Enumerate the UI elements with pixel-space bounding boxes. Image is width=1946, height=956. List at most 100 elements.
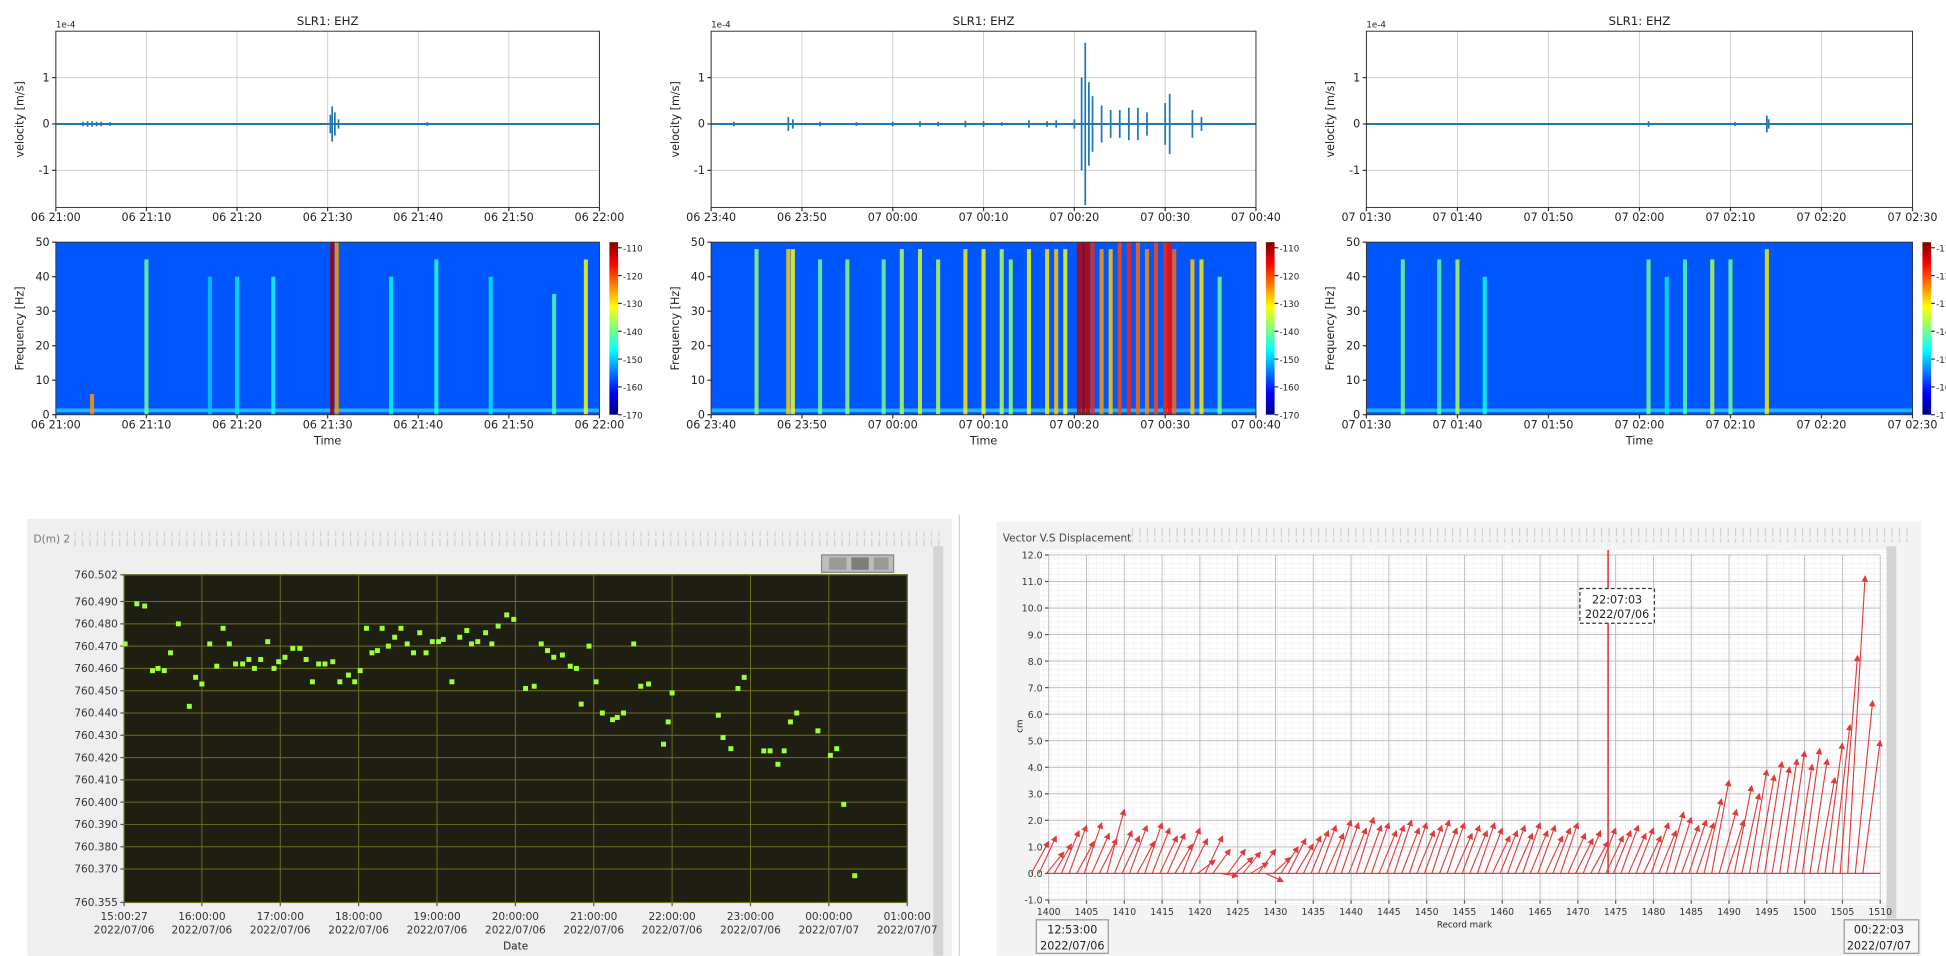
- range-end-date: 2022/07/07: [1847, 940, 1911, 953]
- y-tick-label: 0: [698, 118, 705, 131]
- vector-arrow: [1446, 821, 1466, 874]
- point: [199, 681, 205, 687]
- x-tick-label: 06 23:40: [686, 211, 736, 224]
- point: [815, 728, 821, 734]
- x-tick-label: 07 00:40: [1231, 211, 1281, 224]
- vector-arrow: [1650, 821, 1670, 874]
- spectrogram-streak: [1076, 242, 1081, 415]
- vector-arrow: [1703, 798, 1724, 874]
- vector-arrow: [1794, 763, 1815, 874]
- spectrogram-streak: [389, 276, 394, 415]
- x-tick-label: 06 21:10: [121, 418, 171, 431]
- x-tick-label: 07 02:30: [1888, 418, 1938, 431]
- vector-arrow: [1159, 835, 1178, 874]
- x-tick-label: 1445: [1377, 907, 1401, 918]
- vector-arrow: [1136, 840, 1156, 874]
- spectrogram-background: [1366, 242, 1913, 415]
- vector-arrow: [1658, 829, 1678, 874]
- x-tick-label: 07 02:30: [1888, 211, 1938, 224]
- vector-arrow: [1801, 747, 1823, 874]
- vector-arrow: [1741, 792, 1762, 874]
- y-tick-label: 9.0: [1028, 630, 1043, 641]
- spectrogram-streak: [1126, 242, 1131, 415]
- y-tick-label: 5.0: [1028, 736, 1043, 747]
- point: [511, 616, 517, 622]
- spectrogram-streak: [1482, 276, 1487, 415]
- vector-arrow: [1597, 827, 1617, 874]
- vector-arrow: [1318, 824, 1338, 874]
- vector-arrow: [1280, 845, 1299, 874]
- vector-arrow: [1680, 824, 1701, 874]
- colorbar-tick-label: -150: [623, 356, 643, 366]
- x-tick-label: 01:00:00: [884, 911, 931, 923]
- x-tick-date: 2022/07/06: [172, 924, 233, 936]
- point: [661, 741, 666, 747]
- point: [186, 703, 192, 709]
- y-tick-label: 20: [35, 339, 49, 352]
- point: [559, 652, 565, 658]
- y-tick-label: -1.0: [1024, 896, 1042, 907]
- ruler: [1129, 527, 1912, 543]
- vector-arrow: [1038, 835, 1057, 874]
- vector-arrow: [1454, 832, 1473, 874]
- vector-arrow: [1129, 824, 1149, 874]
- vector-arrow: [1242, 851, 1262, 874]
- x-tick-label: 1455: [1453, 907, 1477, 918]
- spectrogram-streak: [899, 249, 904, 415]
- spectrogram-streak: [754, 249, 759, 415]
- x-tick-label: 07 00:40: [1231, 418, 1281, 431]
- scrollbar: [933, 546, 944, 956]
- colorbar: [1265, 242, 1275, 415]
- vector-arrow: [1499, 829, 1519, 874]
- point: [457, 634, 463, 640]
- vector-arrow: [1862, 739, 1883, 874]
- vector-arrow: [1091, 832, 1111, 874]
- toolbar-button[interactable]: [873, 557, 889, 570]
- vector-arrow: [1287, 837, 1307, 874]
- vector-arrow: [1824, 742, 1846, 874]
- vector-arrow: [1469, 829, 1489, 874]
- point: [122, 641, 128, 647]
- x-tick-label: 1415: [1150, 907, 1174, 918]
- vector-arrow: [1582, 829, 1602, 874]
- x-tick-label: 1470: [1566, 907, 1590, 918]
- spectrogram-streak: [1045, 249, 1050, 415]
- vector-arrow: [1220, 871, 1239, 879]
- spectrogram-streak: [207, 276, 212, 415]
- toolbar-button[interactable]: [851, 557, 869, 570]
- x-tick-label: 06 21:10: [121, 211, 171, 224]
- vector-arrow: [1771, 766, 1792, 874]
- noise-band: [1366, 408, 1913, 413]
- x-tick-label: 07 00:30: [1140, 418, 1190, 431]
- spectrogram-streak: [917, 249, 923, 415]
- vector-arrow: [1265, 872, 1285, 883]
- minor-grid: [1040, 549, 1887, 905]
- vector-arrow: [1559, 821, 1580, 874]
- offset-label: 1e-4: [711, 20, 731, 30]
- point: [150, 668, 155, 674]
- vector-arrow: [1098, 837, 1118, 874]
- toolbar[interactable]: [820, 554, 895, 573]
- x-tick-label: 06 21:00: [31, 418, 81, 431]
- point: [574, 665, 579, 671]
- toolbar-button[interactable]: [829, 557, 847, 570]
- x-tick-label: 21:00:00: [570, 911, 617, 923]
- y-axis-label: Frequency [Hz]: [669, 286, 682, 370]
- x-tick-label: 20:00:00: [492, 911, 539, 923]
- spectrogram-streak: [881, 259, 886, 415]
- x-tick-label: 06 22:00: [574, 418, 624, 431]
- chart-title: SLR1: EHZ: [953, 14, 1015, 28]
- vector-arrow: [1061, 829, 1080, 874]
- point: [464, 628, 470, 634]
- spectrogram-streak: [1172, 249, 1177, 415]
- x-tick-label: 19:00:00: [413, 911, 460, 923]
- point: [767, 748, 773, 754]
- plot-frame: [1365, 30, 1913, 208]
- spectrogram-streak: [1117, 242, 1122, 415]
- colorbar-tick-label: -160: [1280, 384, 1300, 394]
- colorbar-tick-label: -160: [1936, 384, 1946, 394]
- x-tick-label: 07 00:10: [959, 418, 1009, 431]
- y-tick-label: 10: [691, 374, 705, 387]
- spectrogram-streak: [1085, 242, 1091, 415]
- x-tick-label: 06 23:50: [777, 418, 827, 431]
